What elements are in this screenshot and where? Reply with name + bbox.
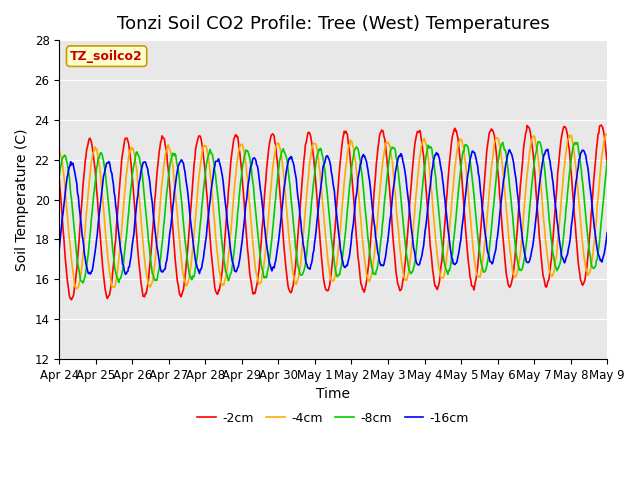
-16cm [207,189,215,194]
-16cm [401,166,408,171]
Legend: -2cm, -4cm, -8cm, -16cm: -2cm, -4cm, -8cm, -16cm [193,407,474,430]
-8cm [401,233,408,239]
Line: -16cm: -16cm [60,149,607,275]
Title: Tonzi Soil CO2 Profile: Tree (West) Temperatures: Tonzi Soil CO2 Profile: Tree (West) Temp… [117,15,550,33]
-4cm [73,286,81,291]
-4cm [602,131,609,137]
-8cm [56,173,63,179]
Text: TZ_soilco2: TZ_soilco2 [70,49,143,63]
X-axis label: Time: Time [316,387,350,401]
-16cm [56,246,63,252]
-2cm [122,135,130,141]
-4cm [417,151,424,156]
-16cm [604,230,611,236]
-2cm [56,176,63,182]
-8cm [207,150,215,156]
-2cm [597,122,605,128]
-2cm [604,162,611,168]
Y-axis label: Soil Temperature (C): Soil Temperature (C) [15,128,29,271]
-16cm [65,165,73,170]
-2cm [207,247,215,252]
-4cm [604,132,611,137]
-2cm [401,265,408,271]
-16cm [544,146,552,152]
Line: -8cm: -8cm [60,142,607,283]
-8cm [178,202,186,208]
-8cm [417,206,424,212]
-16cm [122,271,130,276]
-16cm [417,257,424,263]
-2cm [417,130,424,136]
-8cm [79,280,87,286]
Line: -4cm: -4cm [60,134,607,288]
-4cm [56,147,63,153]
-2cm [65,292,73,298]
-4cm [207,178,215,184]
-16cm [122,272,129,277]
-4cm [401,276,408,281]
-8cm [536,139,543,144]
-4cm [122,171,130,177]
-16cm [178,157,186,163]
-4cm [65,234,73,240]
-4cm [178,263,186,269]
-8cm [604,158,611,164]
-8cm [122,234,130,240]
Line: -2cm: -2cm [60,125,607,300]
-2cm [178,291,186,297]
-8cm [65,172,73,178]
-2cm [68,297,76,303]
